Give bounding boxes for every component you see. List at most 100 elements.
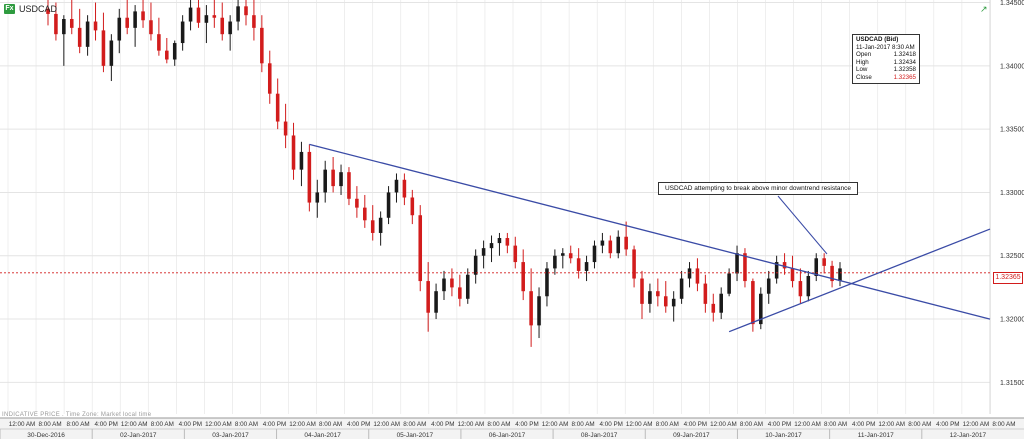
candle-body: [497, 238, 502, 244]
candle-body: [640, 278, 644, 304]
annotation-box: USDCAD attempting to break above minor d…: [658, 182, 858, 195]
candle-body: [93, 21, 98, 31]
infobox-row-low: Low 1.32358: [856, 66, 916, 74]
y-tick-label: 1.31500: [1000, 380, 1024, 387]
y-tick-label: 1.32500: [1000, 253, 1024, 260]
candle-body: [465, 274, 470, 299]
candle-body: [695, 268, 700, 284]
candle-body: [671, 298, 676, 307]
candle-body: [727, 273, 731, 294]
candle-body: [228, 21, 232, 35]
infobox-label: High: [856, 58, 869, 66]
x-time-label: 8:00 AM: [39, 421, 62, 428]
candle-body: [117, 17, 122, 41]
x-time-label: 8:00 AM: [656, 421, 679, 428]
candle-body: [751, 281, 755, 325]
candle-body: [679, 278, 684, 299]
symbol-tag[interactable]: Fx USDCAD: [4, 4, 57, 14]
infobox-title: USDCAD (Bid): [856, 36, 899, 43]
footnote: INDICATIVE PRICE . Time Zone: Market loc…: [2, 412, 152, 418]
candle-body: [236, 6, 240, 22]
x-date-label: 11-Jan-2017: [858, 432, 894, 439]
x-date-label: 08-Jan-2017: [581, 432, 618, 439]
candle-body: [553, 255, 557, 269]
candle-body: [624, 236, 628, 250]
candle-body: [196, 7, 201, 23]
x-time-label: 4:00 PM: [179, 421, 202, 428]
candle-body: [307, 151, 312, 203]
candle-body: [561, 253, 565, 256]
infobox-row-open: Open 1.32418: [856, 51, 916, 59]
candle-body: [481, 248, 486, 256]
candle-body: [584, 262, 589, 271]
candle-body: [434, 291, 438, 313]
candle-body: [592, 245, 597, 263]
candle-body: [275, 93, 280, 122]
x-time-label: 4:00 PM: [684, 421, 707, 428]
expand-arrow-icon[interactable]: ↗: [980, 4, 988, 14]
candle-body: [165, 50, 169, 60]
x-time-label: 4:00 PM: [599, 421, 622, 428]
candle-body: [418, 215, 423, 282]
x-time-label: 8:00 AM: [992, 421, 1015, 428]
x-date-label: 05-Jan-2017: [397, 432, 434, 439]
candle-body: [656, 291, 660, 297]
y-tick-label: 1.34000: [1000, 63, 1024, 70]
candle-body: [576, 258, 581, 271]
candle-body: [798, 281, 803, 297]
candle-body: [759, 293, 763, 325]
x-time-label: 8:00 AM: [67, 421, 90, 428]
x-date-label: 12-Jan-2017: [950, 432, 987, 439]
candle-body: [458, 287, 462, 299]
candle-body: [735, 253, 739, 274]
candle-body: [212, 15, 217, 18]
candle-body: [442, 278, 446, 292]
candle-body: [537, 296, 541, 326]
candle-body: [347, 172, 351, 199]
uptrend-line: [728, 228, 991, 333]
x-time-label: 4:00 PM: [768, 421, 791, 428]
candle-body: [513, 245, 518, 263]
infobox-value: 1.32358: [893, 66, 916, 74]
candle-body: [489, 243, 494, 249]
x-time-label: 8:00 AM: [319, 421, 342, 428]
candle-body: [521, 262, 525, 292]
x-time-label: 12:00 AM: [963, 421, 990, 428]
candle-body: [426, 281, 430, 313]
annotation-pointer: [777, 195, 828, 255]
candle-body: [830, 265, 834, 282]
x-time-label: 8:00 AM: [908, 421, 931, 428]
x-time-label: 12:00 AM: [121, 421, 148, 428]
infobox-datetime: 11-Jan-2017 8:30 AM: [856, 43, 915, 51]
candle-body: [505, 238, 510, 246]
candle-body: [363, 207, 367, 221]
candle-body: [616, 236, 621, 254]
candle-body: [814, 258, 819, 276]
candle-body: [568, 253, 573, 259]
candle-body: [766, 278, 771, 294]
downtrend-line: [309, 143, 991, 320]
candle-body: [410, 197, 415, 216]
candle-body: [331, 169, 335, 187]
candle-body: [473, 255, 478, 275]
x-time-label: 4:00 PM: [94, 421, 117, 428]
candle-body: [386, 192, 391, 218]
candle-body: [69, 18, 74, 28]
x-time-label: 8:00 AM: [824, 421, 847, 428]
candle-body: [101, 30, 106, 66]
candle-body: [77, 27, 82, 47]
infobox-value: 1.32434: [893, 58, 916, 66]
candle-body: [157, 34, 161, 51]
x-time-label: 8:00 AM: [740, 421, 763, 428]
candle-body: [545, 268, 549, 297]
x-date-label: 10-Jan-2017: [765, 432, 802, 439]
candle-body: [323, 169, 327, 193]
candle-body: [822, 258, 826, 266]
candle-body: [109, 40, 114, 66]
x-time-label: 8:00 AM: [151, 421, 174, 428]
candle-body: [608, 240, 613, 254]
candle-body: [291, 135, 296, 170]
candle-body: [172, 43, 177, 60]
